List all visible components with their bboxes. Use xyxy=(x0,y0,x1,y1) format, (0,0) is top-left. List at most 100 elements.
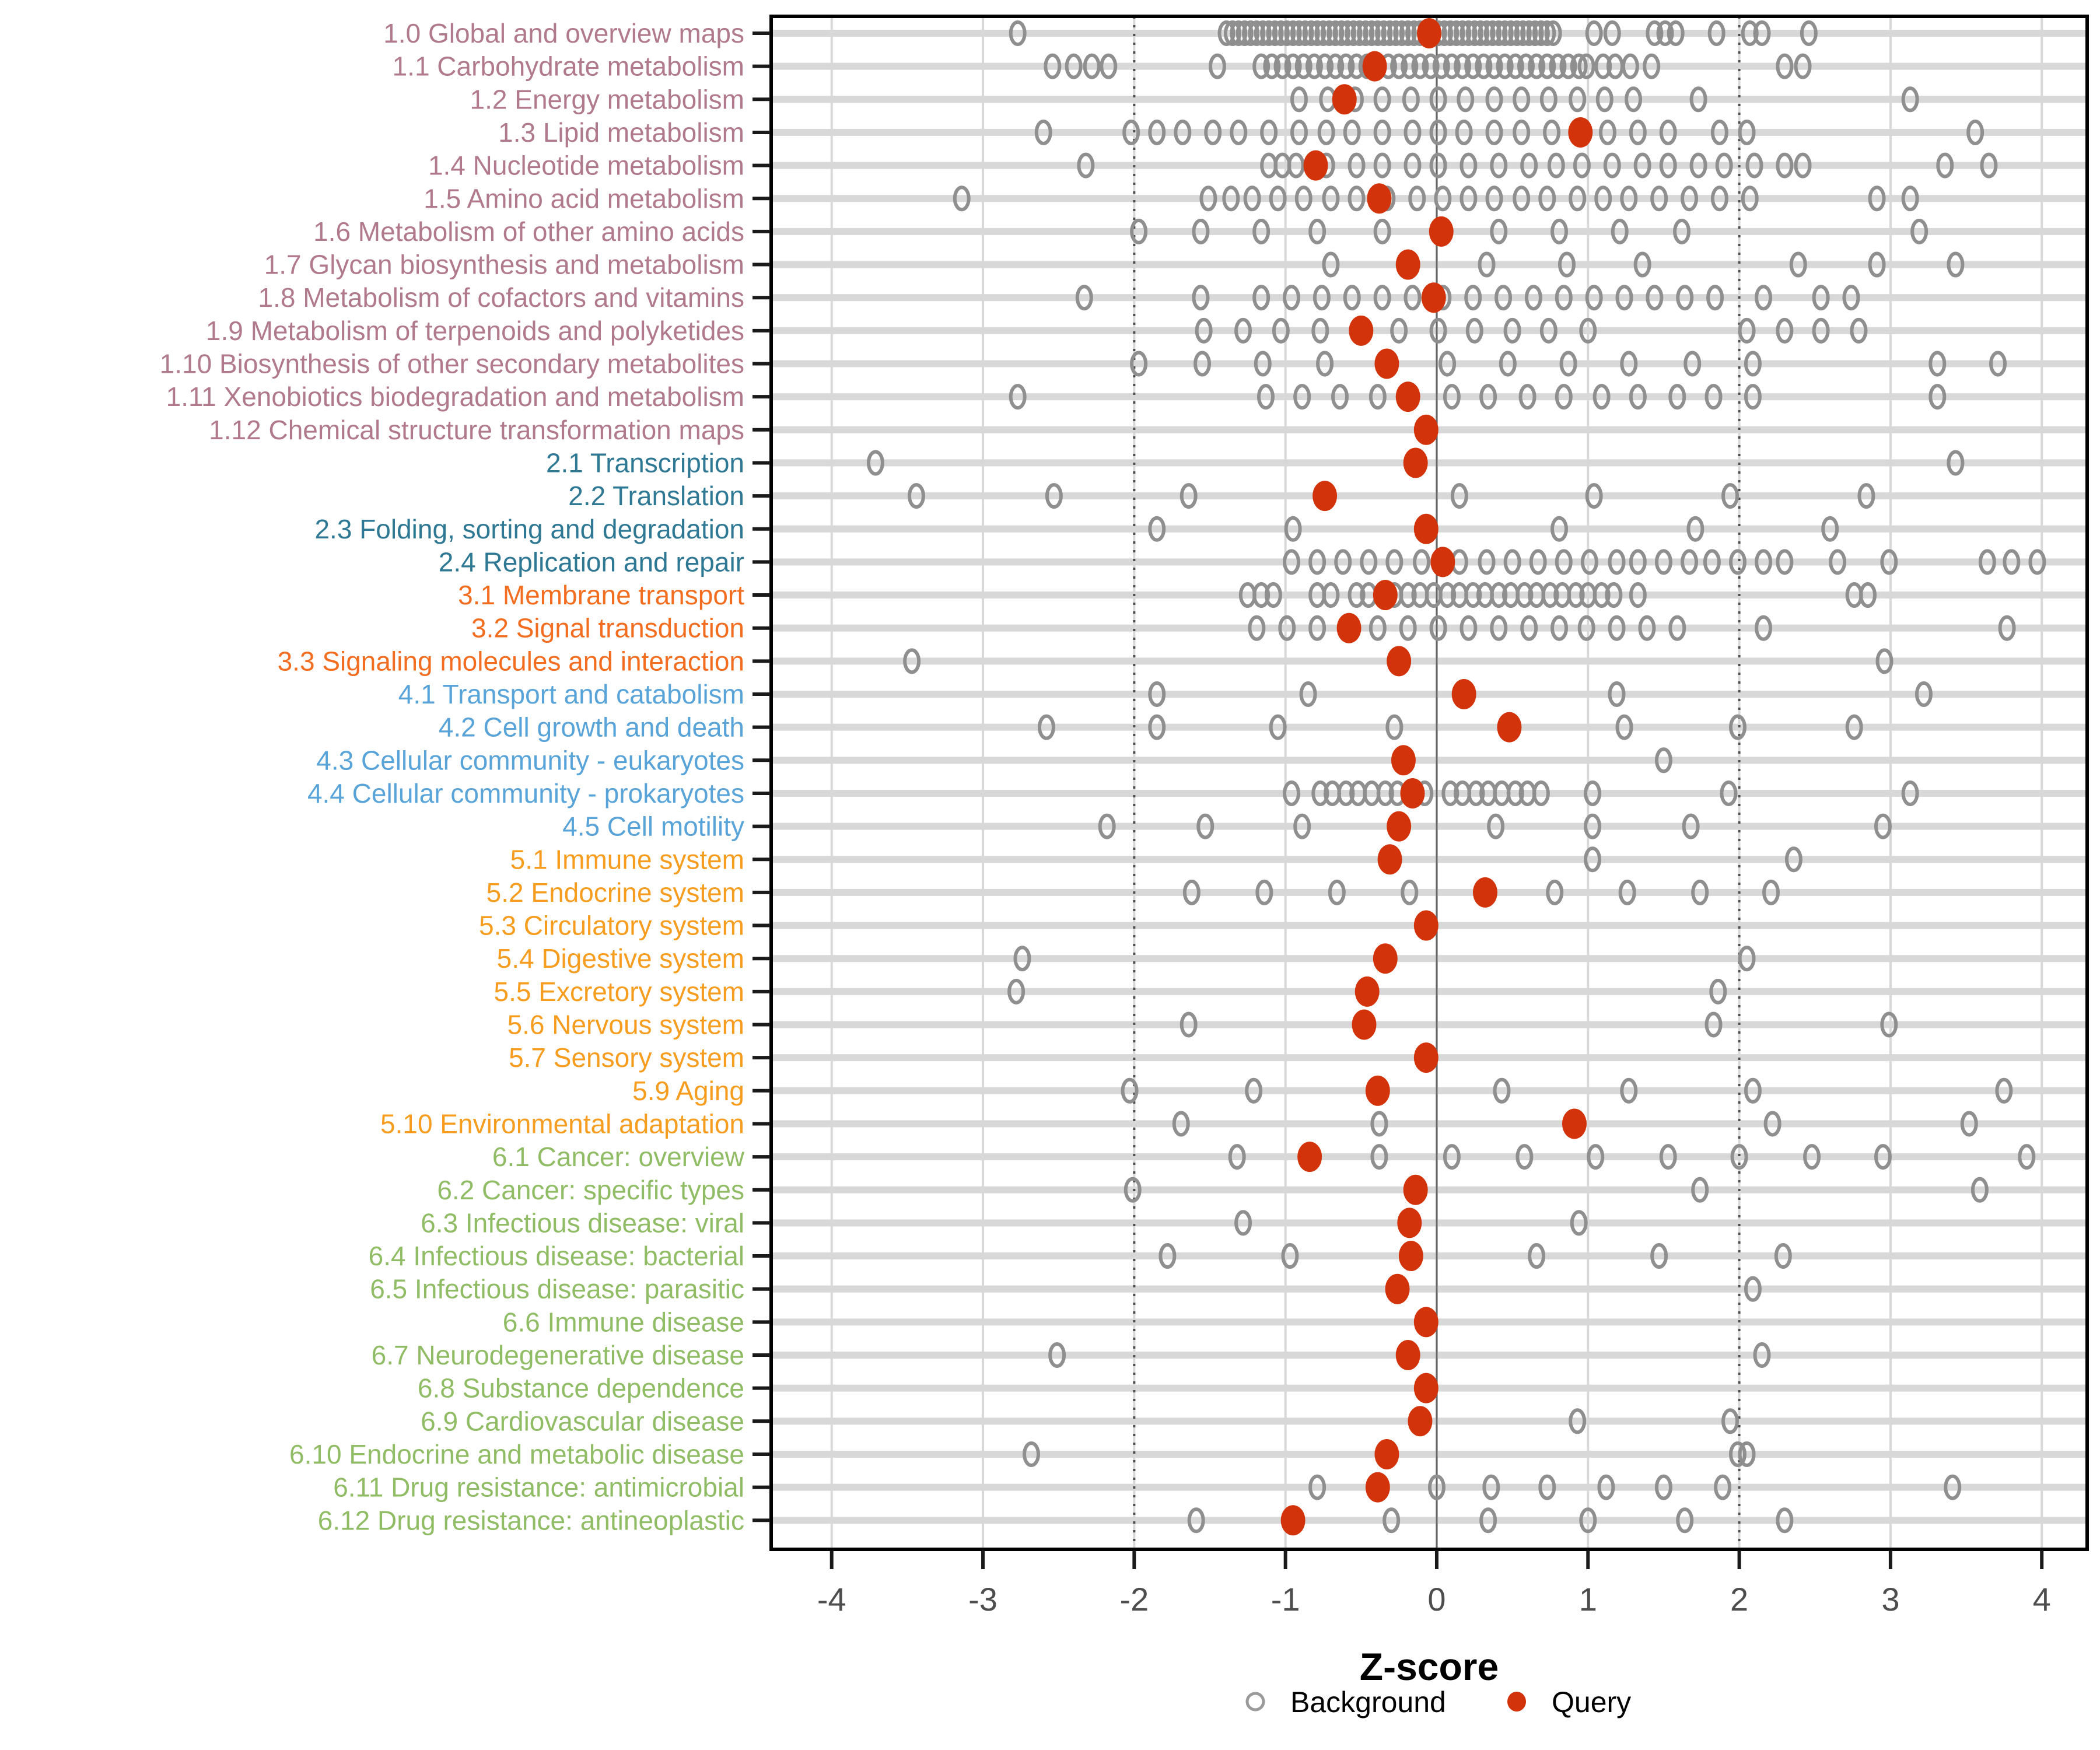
background-point xyxy=(1148,681,1166,707)
background-point xyxy=(1357,20,1375,46)
background-point xyxy=(1776,1507,1794,1534)
query-point xyxy=(1280,1505,1306,1536)
background-point xyxy=(1345,20,1363,46)
background-point xyxy=(1762,879,1780,905)
background-point xyxy=(1269,714,1287,740)
background-point xyxy=(1485,86,1503,113)
background-point xyxy=(1503,549,1521,575)
background-point xyxy=(1682,813,1700,839)
background-point xyxy=(1995,1077,2013,1104)
row-stripe xyxy=(772,1352,2086,1359)
query-point xyxy=(1413,1373,1438,1404)
background-point xyxy=(1217,20,1236,46)
row-stripe xyxy=(772,723,2086,731)
row-stripe xyxy=(772,955,2086,963)
category-label: 1.2 Energy metabolism xyxy=(470,84,744,114)
background-point xyxy=(1506,780,1524,806)
query-point xyxy=(1303,150,1328,181)
background-point xyxy=(1490,218,1508,244)
background-point xyxy=(1256,384,1275,410)
category-label: 5.9 Aging xyxy=(632,1076,744,1106)
background-point xyxy=(1402,86,1420,113)
background-point xyxy=(1485,53,1503,79)
category-label: 5.10 Environmental adaptation xyxy=(380,1108,744,1139)
background-point xyxy=(1404,119,1422,145)
background-point xyxy=(1570,1210,1588,1236)
background-point xyxy=(1580,549,1598,575)
background-point xyxy=(1555,384,1573,410)
background-point xyxy=(1455,119,1473,145)
background-point xyxy=(953,186,971,212)
background-point xyxy=(1544,20,1562,46)
background-point xyxy=(1308,1474,1326,1500)
row-stripe xyxy=(772,1285,2086,1293)
background-point xyxy=(1546,879,1564,905)
background-point xyxy=(1316,351,1334,377)
row-stripe xyxy=(772,96,2086,103)
row-stripe xyxy=(772,1219,2086,1227)
background-point xyxy=(1960,1111,1978,1137)
background-point xyxy=(1260,119,1278,145)
background-point xyxy=(1506,53,1524,79)
background-point xyxy=(1603,152,1621,178)
background-point xyxy=(1467,780,1485,806)
background-point xyxy=(1098,813,1116,839)
background-point xyxy=(1998,615,2016,641)
row-stripe xyxy=(772,62,2086,70)
background-point xyxy=(1721,483,1740,509)
query-point xyxy=(1397,1208,1422,1238)
background-point xyxy=(1629,119,1647,145)
background-point xyxy=(1441,780,1460,806)
background-point xyxy=(1559,351,1577,377)
background-point xyxy=(1629,384,1647,410)
panel-border xyxy=(769,15,2089,1551)
query-point xyxy=(1413,910,1438,941)
background-point xyxy=(1676,285,1694,311)
background-point xyxy=(1577,53,1595,79)
background-point xyxy=(903,648,921,674)
background-point xyxy=(1595,86,1614,113)
background-point xyxy=(1326,53,1345,79)
background-point xyxy=(1376,780,1394,806)
background-point xyxy=(1550,218,1569,244)
background-point xyxy=(1065,53,1083,79)
background-point xyxy=(1447,20,1465,46)
background-point xyxy=(1401,53,1419,79)
background-point xyxy=(1650,1243,1668,1269)
background-point xyxy=(1579,1507,1597,1534)
background-point xyxy=(1438,351,1457,377)
background-point xyxy=(1368,20,1387,46)
row-stripe xyxy=(772,1120,2086,1128)
background-point xyxy=(1654,747,1672,774)
background-point xyxy=(1443,384,1461,410)
background-point xyxy=(1314,20,1332,46)
category-label: 1.5 Amino acid metabolism xyxy=(424,183,744,214)
query-point xyxy=(1365,1472,1390,1503)
background-point xyxy=(1520,152,1538,178)
category-label: 6.1 Cancer: overview xyxy=(492,1142,745,1172)
background-point xyxy=(1980,152,1998,178)
background-point xyxy=(1478,20,1496,46)
background-point xyxy=(1513,186,1531,212)
x-tick-label: -2 xyxy=(1119,1581,1149,1618)
background-point xyxy=(1348,186,1366,212)
background-point xyxy=(1555,285,1573,311)
background-point xyxy=(1263,53,1281,79)
background-point xyxy=(1299,681,1317,707)
background-point xyxy=(1744,384,1762,410)
background-point xyxy=(1332,20,1350,46)
background-point xyxy=(1730,1144,1748,1170)
category-label: 6.7 Neurodegenerative disease xyxy=(372,1340,744,1370)
category-label: 2.1 Transcription xyxy=(546,447,744,478)
row-stripe xyxy=(772,789,2086,797)
background-point xyxy=(1130,218,1148,244)
background-point xyxy=(1689,86,1707,113)
category-label: 3.2 Signal transduction xyxy=(471,613,744,643)
background-point xyxy=(1429,317,1447,344)
background-point xyxy=(1643,53,1661,79)
background-point xyxy=(1158,1243,1177,1269)
background-point xyxy=(1174,119,1192,145)
query-point xyxy=(1497,712,1522,743)
background-point xyxy=(1947,450,1965,476)
background-point xyxy=(1550,615,1569,641)
